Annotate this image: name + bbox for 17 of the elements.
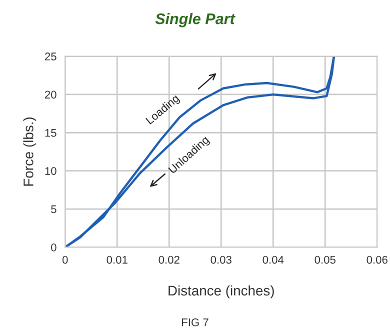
y-tick-label: 25	[45, 52, 56, 60]
x-tick-label: 0.05	[314, 256, 336, 264]
x-tick-label: 0.02	[158, 256, 180, 264]
x-tick-label: 0.06	[366, 256, 388, 264]
y-tick-label: 0	[51, 243, 56, 252]
y-tick-label: 5	[51, 205, 56, 214]
x-tick-label: 0.03	[210, 256, 232, 264]
x-tick-label: 0.04	[262, 256, 284, 264]
x-tick-label: 0	[62, 256, 68, 264]
y-axis-title: Force (lbs.)	[23, 118, 36, 186]
y-tick-label: 10	[45, 167, 56, 175]
x-axis-title: Distance (inches)	[168, 285, 274, 298]
y-tick-label: 15	[45, 129, 56, 137]
chart-title: Single Part	[155, 12, 236, 28]
caption: FIG 7	[182, 318, 208, 326]
x-tick-label: 0.01	[106, 256, 128, 264]
y-tick-label: 20	[45, 90, 56, 99]
